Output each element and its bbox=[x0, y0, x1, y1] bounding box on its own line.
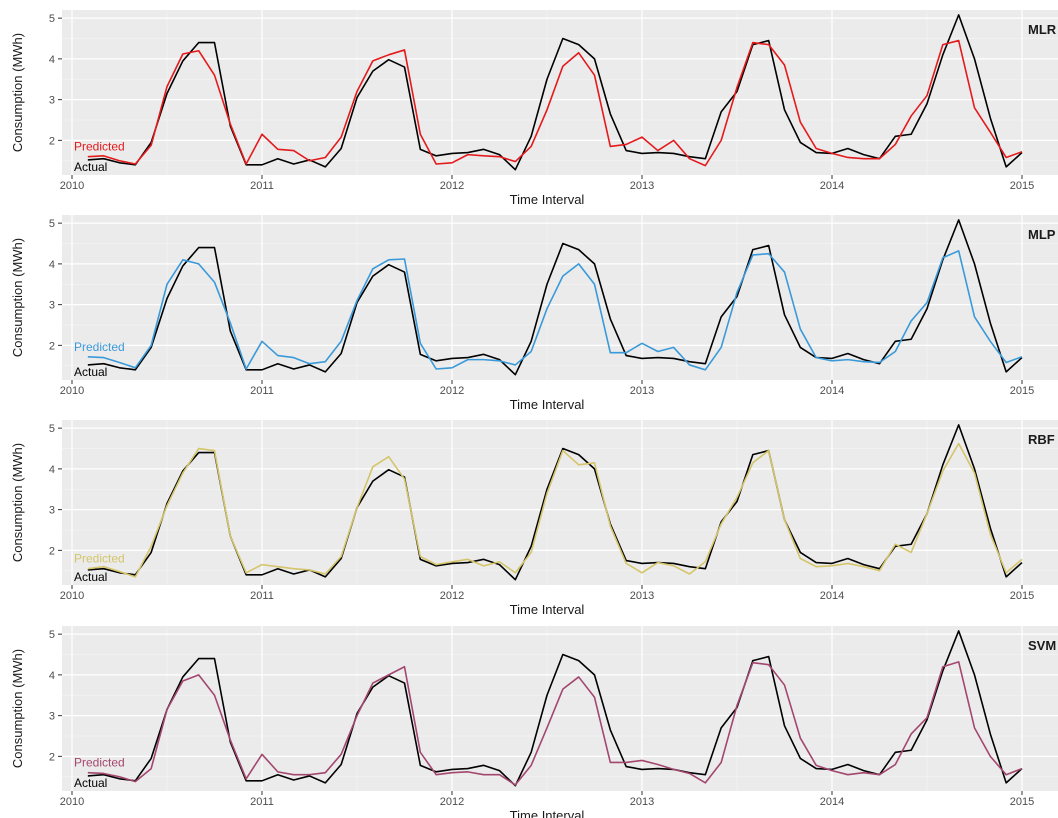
x-tick-label: 2013 bbox=[630, 180, 654, 192]
x-tick-label: 2014 bbox=[820, 180, 844, 192]
y-tick-label: 2 bbox=[49, 751, 55, 763]
series-line-predicted bbox=[87, 661, 1023, 786]
x-tick-label: 2015 bbox=[1010, 590, 1034, 602]
model-label: SVM bbox=[1028, 638, 1056, 653]
x-tick-label: 2011 bbox=[250, 385, 274, 397]
y-tick-label: 4 bbox=[49, 259, 55, 271]
x-tick-label: 2013 bbox=[630, 590, 654, 602]
y-tick-label: 3 bbox=[49, 711, 55, 723]
y-tick-label: 5 bbox=[49, 13, 55, 25]
panel-background bbox=[62, 10, 1058, 175]
panel-background bbox=[62, 215, 1058, 380]
series-label-predicted: Predicted bbox=[74, 756, 125, 770]
series-line-predicted bbox=[87, 39, 1023, 167]
y-tick-label: 4 bbox=[49, 464, 55, 476]
series-label-actual: Actual bbox=[74, 160, 107, 174]
x-tick-label: 2012 bbox=[440, 180, 464, 192]
x-tick-label: 2013 bbox=[630, 796, 654, 808]
y-tick-label: 4 bbox=[49, 54, 55, 66]
y-tick-label: 4 bbox=[49, 670, 55, 682]
x-tick-label: 2012 bbox=[440, 385, 464, 397]
y-axis-title: Consumption (MWh) bbox=[10, 33, 25, 152]
panel-svm: 2 3 4 5 2010 2011 2012 2013 2014 2015 Time Interva… bbox=[10, 626, 1058, 818]
series-label-predicted: Predicted bbox=[74, 552, 125, 566]
x-tick-label: 2014 bbox=[820, 385, 844, 397]
x-tick-label: 2015 bbox=[1010, 180, 1034, 192]
y-tick-label: 3 bbox=[49, 95, 55, 107]
y-tick-label: 3 bbox=[49, 505, 55, 517]
x-tick-label: 2011 bbox=[250, 796, 274, 808]
model-label: RBF bbox=[1028, 432, 1055, 447]
y-axis-title: Consumption (MWh) bbox=[10, 649, 25, 768]
x-tick-label: 2010 bbox=[60, 590, 84, 602]
panel-rbf: 2 3 4 5 2010 2011 2012 2013 2014 2015 Time Interva… bbox=[10, 420, 1058, 617]
model-label: MLP bbox=[1028, 227, 1056, 242]
y-tick-label: 5 bbox=[49, 629, 55, 641]
y-tick-label: 5 bbox=[49, 218, 55, 230]
x-tick-label: 2015 bbox=[1010, 385, 1034, 397]
x-axis-title: Time Interval bbox=[510, 192, 585, 207]
series-line-predicted bbox=[87, 250, 1023, 371]
panel-background bbox=[62, 626, 1058, 791]
y-tick-label: 3 bbox=[49, 300, 55, 312]
series-label-actual: Actual bbox=[74, 570, 107, 584]
y-tick-label: 2 bbox=[49, 545, 55, 557]
x-tick-label: 2011 bbox=[250, 180, 274, 192]
x-tick-label: 2010 bbox=[60, 180, 84, 192]
y-tick-label: 2 bbox=[49, 135, 55, 147]
x-tick-label: 2014 bbox=[820, 590, 844, 602]
y-axis-title: Consumption (MWh) bbox=[10, 238, 25, 357]
x-axis-title: Time Interval bbox=[510, 397, 585, 412]
x-tick-label: 2012 bbox=[440, 796, 464, 808]
x-tick-label: 2013 bbox=[630, 385, 654, 397]
x-tick-label: 2010 bbox=[60, 796, 84, 808]
y-axis-title: Consumption (MWh) bbox=[10, 443, 25, 562]
x-tick-label: 2011 bbox=[250, 590, 274, 602]
y-tick-label: 5 bbox=[49, 423, 55, 435]
model-label: MLR bbox=[1028, 22, 1057, 37]
x-axis-title: Time Interval bbox=[510, 808, 585, 818]
series-line-predicted bbox=[87, 442, 1023, 578]
x-tick-label: 2012 bbox=[440, 590, 464, 602]
series-label-actual: Actual bbox=[74, 365, 107, 379]
series-label-predicted: Predicted bbox=[74, 140, 125, 154]
x-axis-title: Time Interval bbox=[510, 602, 585, 617]
x-tick-label: 2010 bbox=[60, 385, 84, 397]
series-label-predicted: Predicted bbox=[74, 340, 125, 354]
y-tick-label: 2 bbox=[49, 340, 55, 352]
panel-mlp: 2 3 4 5 2010 2011 2012 2013 2014 2015 Time Interva… bbox=[10, 215, 1058, 412]
panel-mlr: 2 3 4 5 2010 2011 2012 2013 2014 2015 Time Interva… bbox=[10, 10, 1058, 207]
panel-background bbox=[62, 420, 1058, 585]
series-label-actual: Actual bbox=[74, 776, 107, 790]
x-tick-label: 2014 bbox=[820, 796, 844, 808]
x-tick-label: 2015 bbox=[1010, 796, 1034, 808]
